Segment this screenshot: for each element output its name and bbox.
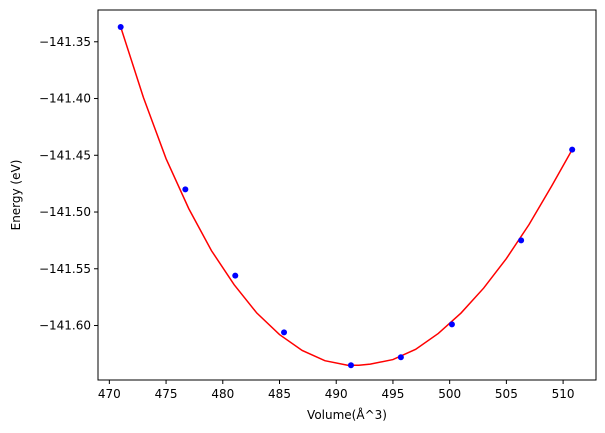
fit-curve: [119, 26, 573, 366]
y-tick-label: −141.60: [39, 319, 91, 333]
data-point: [182, 186, 189, 193]
x-tick-label: 505: [495, 387, 518, 401]
y-axis: −141.60 −141.55 −141.50 −141.45 −141.40 −141.…: [39, 35, 98, 333]
data-point: [347, 362, 354, 369]
data-point: [397, 354, 404, 361]
fit-curve-layer: [119, 26, 573, 366]
x-tick-label: 485: [268, 387, 291, 401]
data-point: [281, 329, 288, 336]
y-tick-label: −141.35: [39, 35, 91, 49]
x-tick-label: 480: [211, 387, 234, 401]
plot-frame: [97, 9, 597, 381]
y-tick-label: −141.40: [39, 92, 91, 106]
data-point: [117, 24, 124, 31]
x-tick-label: 495: [381, 387, 404, 401]
data-point: [232, 272, 239, 279]
data-points-layer: [117, 24, 576, 369]
x-tick-label: 500: [438, 387, 461, 401]
y-tick-label: −141.55: [39, 262, 91, 276]
y-tick-label: −141.50: [39, 205, 91, 219]
y-axis-title: Energy (eV): [9, 160, 23, 231]
x-tick-label: 475: [155, 387, 178, 401]
data-point: [448, 321, 455, 328]
data-point: [569, 146, 576, 153]
x-tick-label: 490: [325, 387, 348, 401]
x-tick-label: 470: [98, 387, 121, 401]
y-tick-label: −141.45: [39, 148, 91, 162]
x-axis-title: Volume(Å^3): [307, 407, 387, 422]
x-axis: 470 475 480 485 490 495 500 505 510: [98, 380, 575, 401]
data-point: [518, 237, 525, 244]
x-tick-label: 510: [552, 387, 575, 401]
